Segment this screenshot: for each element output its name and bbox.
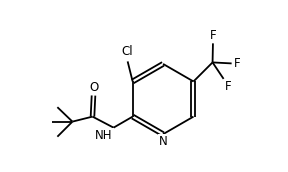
Text: F: F (225, 80, 232, 93)
Text: F: F (234, 57, 240, 70)
Text: N: N (159, 135, 167, 148)
Text: F: F (210, 29, 216, 42)
Text: O: O (89, 80, 98, 94)
Text: NH: NH (95, 129, 113, 142)
Text: Cl: Cl (122, 45, 133, 58)
